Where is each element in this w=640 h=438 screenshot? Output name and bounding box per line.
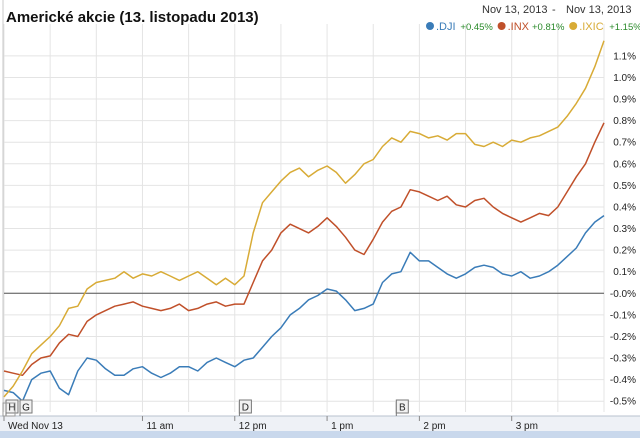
- y-tick-label: 0.3%: [613, 224, 636, 235]
- y-tick-label: -0.4%: [610, 375, 636, 386]
- x-tick-label: 11 am: [146, 421, 173, 432]
- x-tick-label: 2 pm: [423, 421, 445, 432]
- x-tick-label: 12 pm: [239, 421, 267, 432]
- y-tick-label: 0.8%: [613, 116, 636, 127]
- x-tick-label: Wed Nov 13: [8, 421, 63, 432]
- y-tick-label: 1.0%: [613, 73, 636, 84]
- legend-change: +0.45%: [460, 22, 493, 33]
- legend-symbol[interactable]: .IXIC: [579, 21, 604, 33]
- event-flag-box[interactable]: [19, 399, 33, 414]
- legend-change: +1.15%: [609, 22, 640, 33]
- event-flag-label: B: [399, 403, 406, 414]
- event-flag-label: H: [8, 403, 15, 414]
- grid: [2, 0, 605, 412]
- legend-symbol[interactable]: .INX: [508, 21, 530, 33]
- y-tick-label: -0.0%: [610, 289, 636, 300]
- event-flag-label: G: [22, 403, 30, 414]
- event-flag-label: D: [242, 403, 249, 414]
- y-tick-label: 1.1%: [613, 51, 636, 62]
- date-range-end[interactable]: Nov 13, 2013: [566, 4, 631, 16]
- y-tick-label: 0.1%: [613, 267, 636, 278]
- chart-title: Americké akcie (13. listopadu 2013): [6, 9, 259, 26]
- y-tick-label: -0.5%: [610, 397, 636, 408]
- y-axis-ticks: -0.5% -0.4% -0.3% -0.2% -0.1% -0.0% 0.1% 0.2% 0.…: [610, 51, 636, 407]
- event-flag-box[interactable]: [238, 399, 252, 414]
- x-tick-label: 1 pm: [331, 421, 353, 432]
- x-tick-label: 3 pm: [516, 421, 538, 432]
- legend-item-ixic[interactable]: .IXIC +1.15%: [569, 21, 640, 33]
- date-range[interactable]: Nov 13, 2013 - Nov 13, 2013: [482, 4, 631, 16]
- legend-dot: [497, 22, 506, 30]
- date-range-separator: -: [552, 4, 556, 16]
- event-flag-box[interactable]: [395, 399, 409, 414]
- event-flag-stack: [2, 402, 16, 417]
- legend: .DJI +0.45% .INX +0.81% .IXIC +1.15%: [426, 21, 640, 33]
- y-tick-label: 0.6%: [613, 159, 636, 170]
- series-line-inx: [3, 122, 605, 377]
- series-line-ixic: [3, 40, 605, 398]
- legend-dot: [426, 22, 434, 30]
- event-flag-g[interactable]: G: [19, 399, 33, 416]
- y-tick-label: 0.5%: [613, 181, 636, 192]
- x-axis: Wed Nov 13 11 am 12 pm 1 pm 2 pm 3 pm: [0, 415, 640, 438]
- x-axis-scroll-track[interactable]: [0, 431, 640, 438]
- event-flag-d[interactable]: D: [238, 399, 252, 416]
- series-lines: [3, 40, 605, 402]
- legend-dot: [569, 22, 578, 30]
- legend-symbol[interactable]: .DJI: [436, 21, 456, 33]
- series-line-dji: [3, 214, 605, 402]
- y-tick-label: 0.4%: [613, 202, 636, 213]
- event-flag-b[interactable]: B: [395, 399, 409, 416]
- y-tick-label: 0.2%: [613, 246, 636, 257]
- legend-item-inx[interactable]: .INX +0.81%: [497, 21, 565, 33]
- y-tick-label: -0.2%: [610, 332, 636, 343]
- y-tick-label: 0.9%: [613, 95, 636, 106]
- legend-change: +0.81%: [532, 22, 565, 33]
- legend-item-dji[interactable]: .DJI +0.45%: [426, 21, 493, 33]
- y-tick-label: 0.7%: [613, 138, 636, 149]
- y-tick-label: -0.1%: [610, 310, 636, 321]
- y-tick-label: -0.3%: [610, 354, 636, 365]
- date-range-start[interactable]: Nov 13, 2013: [482, 4, 547, 16]
